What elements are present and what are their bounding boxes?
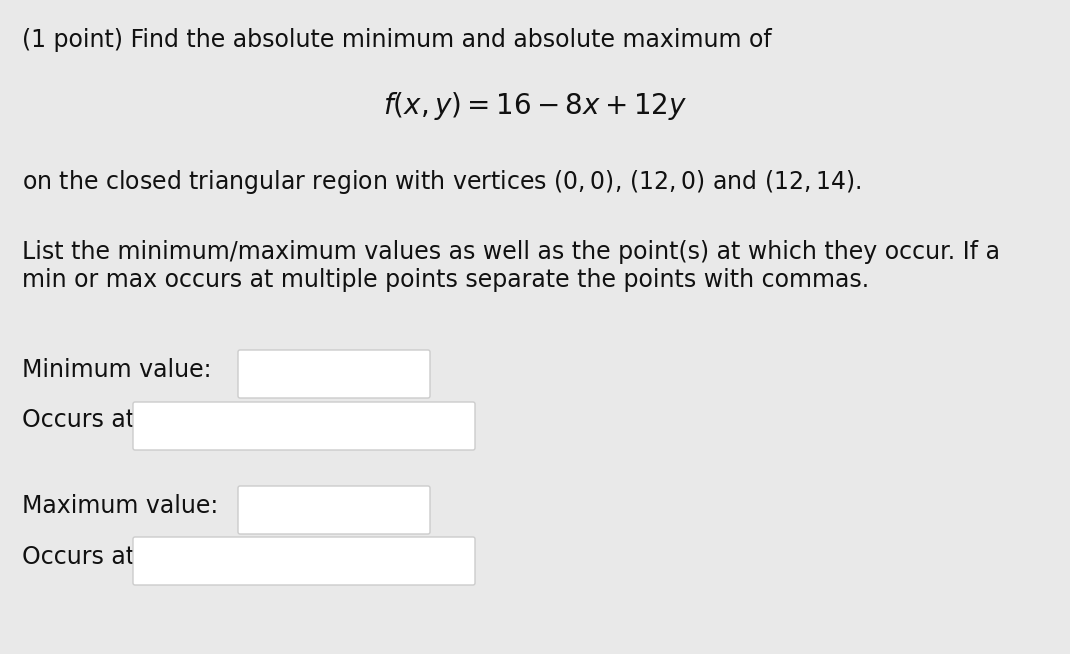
Text: Occurs at: Occurs at — [22, 408, 135, 432]
FancyBboxPatch shape — [238, 486, 430, 534]
FancyBboxPatch shape — [238, 350, 430, 398]
Text: (1 point) Find the absolute minimum and absolute maximum of: (1 point) Find the absolute minimum and … — [22, 28, 771, 52]
Text: Occurs at: Occurs at — [22, 545, 135, 569]
Text: Minimum value:: Minimum value: — [22, 358, 212, 382]
Text: $f(x, y) = 16 - 8x + 12y$: $f(x, y) = 16 - 8x + 12y$ — [383, 90, 687, 122]
FancyBboxPatch shape — [133, 537, 475, 585]
FancyBboxPatch shape — [133, 402, 475, 450]
Text: on the closed triangular region with vertices $(0, 0)$, $(12, 0)$ and $(12, 14)$: on the closed triangular region with ver… — [22, 168, 861, 196]
Text: min or max occurs at multiple points separate the points with commas.: min or max occurs at multiple points sep… — [22, 268, 869, 292]
Text: Maximum value:: Maximum value: — [22, 494, 218, 518]
Text: List the minimum/maximum values as well as the point(s) at which they occur. If : List the minimum/maximum values as well … — [22, 240, 1000, 264]
